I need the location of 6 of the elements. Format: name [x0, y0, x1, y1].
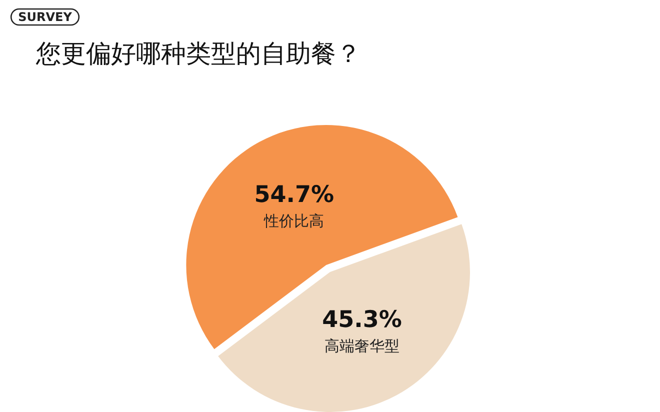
annotation: SURVEY — [10, 8, 80, 26]
chart-title: 您更偏好哪种类型的自助餐？ — [35, 39, 361, 68]
data-label: 45.3% — [322, 307, 402, 334]
slice-label: 高端奢华型 — [324, 337, 400, 356]
slice-label: 性价比高 — [263, 212, 324, 230]
data-label: 54.7% — [254, 182, 334, 208]
